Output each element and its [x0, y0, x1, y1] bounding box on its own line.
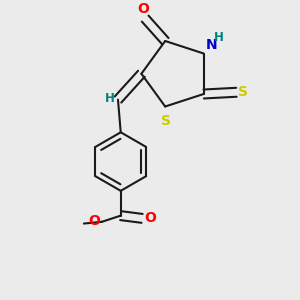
Text: O: O [138, 2, 149, 16]
Text: O: O [88, 214, 100, 228]
Text: H: H [105, 92, 115, 105]
Text: O: O [144, 211, 156, 225]
Text: H: H [214, 31, 224, 44]
Text: S: S [161, 114, 171, 128]
Text: S: S [238, 85, 248, 99]
Text: N: N [206, 38, 217, 52]
